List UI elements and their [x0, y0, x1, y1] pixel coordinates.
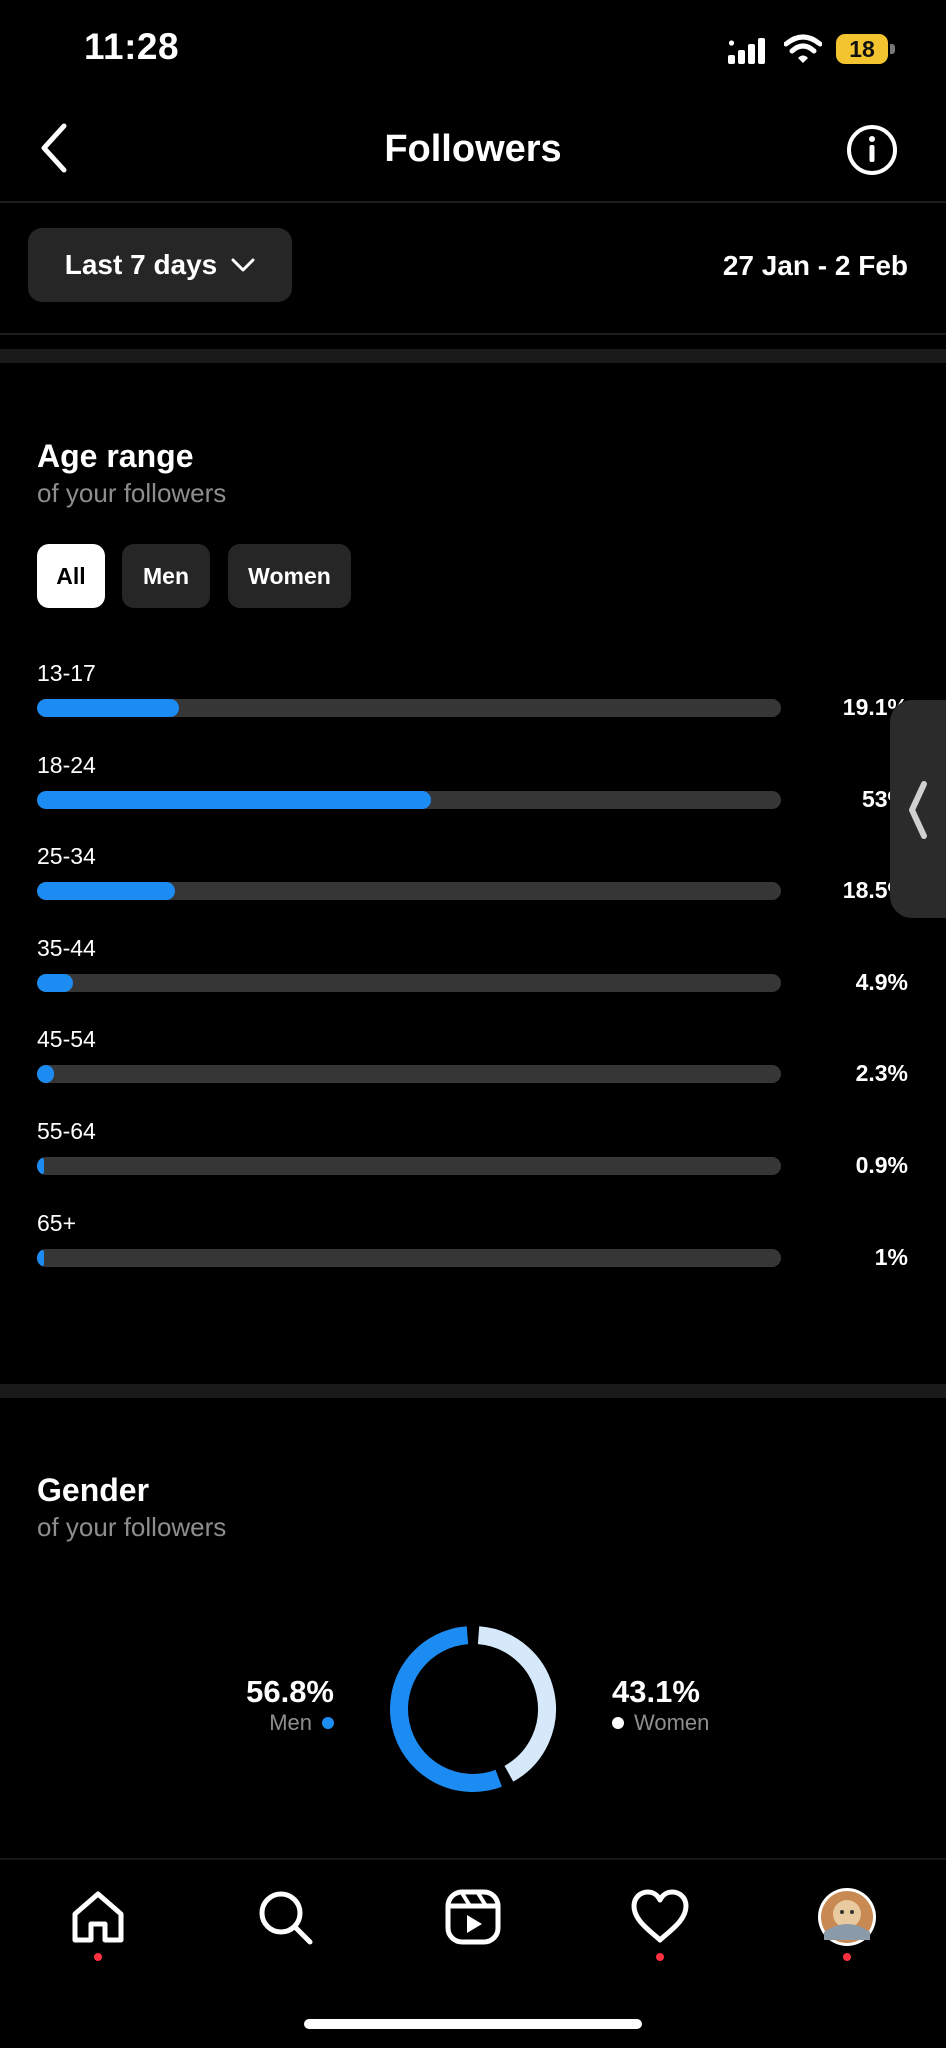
age-row-label: 18-24	[37, 751, 96, 778]
age-bar-fill	[37, 699, 180, 717]
age-bar-track	[37, 1248, 781, 1267]
donut-segment-men	[390, 1626, 502, 1792]
gender-men-label: Men	[269, 1710, 312, 1735]
age-row-percent: 2.3%	[855, 1060, 908, 1087]
home-icon[interactable]	[67, 1886, 129, 1948]
battery-icon: 18	[836, 34, 896, 64]
gender-women-label: Women	[634, 1710, 710, 1735]
age-bar-track	[37, 790, 781, 809]
gender-donut-chart	[390, 1626, 556, 1792]
women-legend-dot	[612, 1717, 624, 1729]
gender-men-value: 56.8%	[246, 1674, 334, 1709]
profile-notification-dot	[843, 1953, 851, 1961]
age-row-percent: 0.9%	[855, 1152, 908, 1178]
gender-men-stat: 56.8% Men	[246, 1674, 334, 1736]
date-range-text: 27 Jan - 2 Feb	[722, 250, 908, 281]
age-bar-track	[37, 1157, 781, 1175]
chevron-down-icon	[231, 258, 255, 272]
age-row-label: 25-34	[37, 843, 96, 870]
search-icon[interactable]	[254, 1886, 316, 1948]
age-bar-fill	[37, 1065, 55, 1084]
age-bar-track	[37, 882, 781, 901]
reels-icon[interactable]	[442, 1886, 504, 1948]
page-title: Followers	[384, 128, 562, 170]
heart-icon[interactable]	[629, 1886, 691, 1948]
header-divider	[0, 201, 946, 203]
gender-subtitle: of your followers	[37, 1512, 227, 1542]
tab-all[interactable]: All	[37, 544, 105, 608]
age-bar-track	[37, 699, 781, 717]
date-range-dropdown[interactable]: Last 7 days	[28, 228, 292, 302]
back-button[interactable]	[32, 120, 80, 176]
activity-notification-dot	[656, 1953, 664, 1961]
donut-segment-women	[477, 1626, 556, 1782]
side-panel-handle[interactable]	[890, 700, 946, 918]
age-range-title: Age range	[37, 438, 194, 474]
age-bar-track	[37, 1065, 781, 1084]
age-row-label: 55-64	[37, 1118, 96, 1144]
cellular-signal-icon	[728, 38, 765, 64]
age-row-label: 45-54	[37, 1026, 96, 1053]
gender-women-stat: 43.1% Women	[612, 1674, 709, 1736]
gender-women-value: 43.1%	[612, 1674, 700, 1709]
section-separator	[0, 1384, 946, 1398]
home-notification-dot	[94, 1953, 102, 1961]
age-row-label: 13-17	[37, 660, 96, 686]
age-bar-fill	[37, 1157, 44, 1175]
age-row-label: 35-44	[37, 934, 96, 961]
age-bar-fill	[37, 790, 432, 809]
age-bar-fill	[37, 882, 175, 901]
section-separator	[0, 349, 946, 363]
age-row-percent: 1%	[874, 1243, 908, 1270]
wifi-icon	[784, 34, 822, 63]
age-bar-fill	[37, 973, 74, 992]
gender-title: Gender	[37, 1472, 150, 1508]
age-row-percent: 4.9%	[855, 968, 908, 995]
home-indicator	[304, 2019, 642, 2029]
age-bar-track	[37, 973, 781, 992]
chevron-left-icon	[909, 781, 927, 839]
age-row-label: 65+	[37, 1209, 77, 1236]
tab-men[interactable]: Men	[122, 544, 210, 608]
status-time: 11:28	[84, 26, 180, 67]
men-legend-dot	[322, 1717, 334, 1729]
filter-divider	[0, 333, 946, 335]
battery-level: 18	[836, 34, 888, 64]
tab-women[interactable]: Women	[228, 544, 351, 608]
age-range-subtitle: of your followers	[37, 478, 227, 508]
profile-avatar[interactable]	[816, 1886, 878, 1948]
date-range-dropdown-label: Last 7 days	[64, 249, 218, 280]
info-button[interactable]	[846, 124, 898, 176]
age-bar-fill	[37, 1248, 45, 1267]
tab-bar-divider	[0, 1858, 946, 1860]
